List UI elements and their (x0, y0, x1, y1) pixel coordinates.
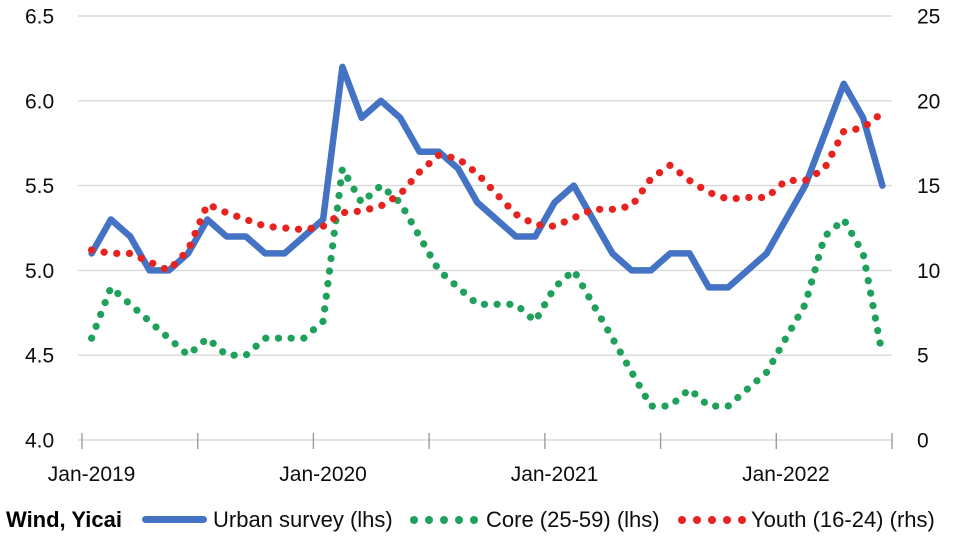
y-axis-left-label: 4.5 (25, 345, 54, 368)
legend-dot (678, 516, 686, 524)
legend-dot (440, 516, 448, 524)
series-line-urban-survey-lhs (88, 63, 886, 291)
youth-legend-swatch (678, 516, 746, 524)
y-axis-left-label: 4.0 (25, 430, 54, 453)
legend-dot (455, 516, 463, 524)
core-legend-swatch (410, 516, 478, 524)
series-line-youth-16-24-rhs (88, 109, 886, 274)
y-axis-left-label: 5.5 (25, 175, 54, 198)
legend-dot (470, 516, 478, 524)
legend-dot (425, 516, 433, 524)
core-legend-label: Core (25-59) (lhs) (486, 507, 660, 532)
source-label: Wind, Yicai (6, 507, 122, 532)
y-axis-right-label: 5 (917, 345, 929, 368)
legend-dot (693, 516, 701, 524)
y-axis-right-label: 20 (917, 90, 940, 113)
series-line-core-25-59-lhs (88, 165, 886, 410)
y-axis-right-label: 25 (917, 6, 940, 29)
chart-plot-area: 6.5 6.0 5.5 5.0 4.5 4.0 25 20 15 10 5 0 Jan-2019 Jan-… (25, 6, 940, 487)
y-axis-left-label: 5.0 (25, 260, 54, 283)
urban-survey-legend-swatch (142, 516, 207, 523)
y-axis-right-label: 15 (917, 175, 940, 198)
y-axis-left-label: 6.0 (25, 90, 54, 113)
urban-survey-legend-label: Urban survey (lhs) (213, 507, 393, 532)
x-axis-label: Jan-2022 (742, 463, 830, 486)
chart-legend: Wind, Yicai Urban survey (lhs) Core (25-… (0, 500, 956, 545)
y-axis-right-label: 10 (917, 260, 940, 283)
x-axis-label: Jan-2020 (279, 463, 367, 486)
legend-dot (410, 516, 418, 524)
legend-dot (738, 516, 746, 524)
youth-legend-label: Youth (16-24) (rhs) (751, 507, 935, 532)
x-axis-label: Jan-2019 (48, 463, 136, 486)
y-axis-left-label: 6.5 (25, 6, 54, 29)
legend-dot (708, 516, 716, 524)
x-axis-label: Jan-2021 (511, 463, 599, 486)
y-axis-right-label: 0 (917, 430, 929, 453)
legend-dot (723, 516, 731, 524)
